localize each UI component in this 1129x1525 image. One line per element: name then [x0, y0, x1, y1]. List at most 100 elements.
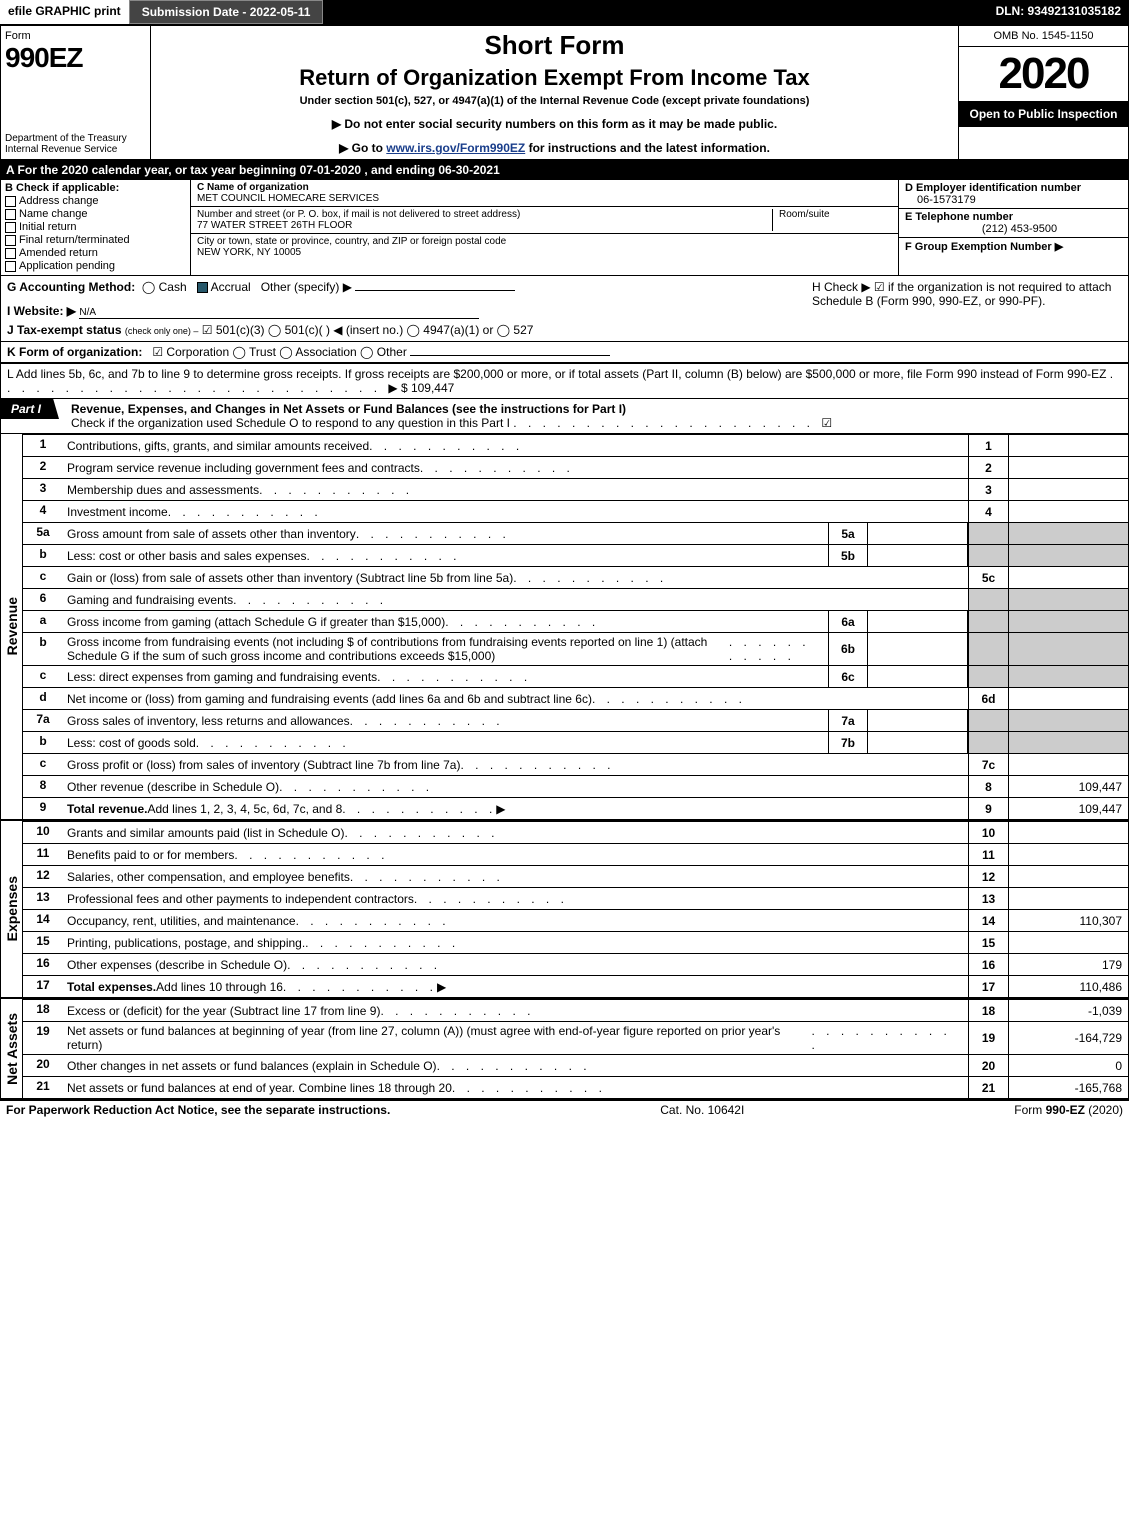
inner-line-value [868, 710, 968, 731]
inner-line-number: 6c [828, 666, 868, 687]
inner-line-number: 7a [828, 710, 868, 731]
line-number: 5a [23, 523, 63, 544]
table-row: 19Net assets or fund balances at beginni… [23, 1021, 1128, 1054]
right-line-number: 5c [968, 567, 1008, 588]
chk-amended-return[interactable]: Amended return [5, 247, 186, 259]
line-description: Less: cost of goods sold . . . . . . . .… [63, 732, 828, 753]
line-description: Less: direct expenses from gaming and fu… [63, 666, 828, 687]
table-row: 2Program service revenue including gover… [23, 456, 1128, 478]
website-value: N/A [79, 307, 479, 319]
right-line-value [1008, 435, 1128, 456]
j-sub: (check only one) ‒ [125, 326, 199, 336]
right-line-value: -164,729 [1008, 1022, 1128, 1054]
short-form-title: Short Form [159, 30, 950, 61]
line-number: b [23, 732, 63, 753]
line-number: 13 [23, 888, 63, 909]
table-row: 14Occupancy, rent, utilities, and mainte… [23, 909, 1128, 931]
inner-line-number: 6b [828, 633, 868, 665]
submission-date: Submission Date - 2022-05-11 [129, 0, 324, 24]
net-assets-section: Net Assets 18Excess or (deficit) for the… [0, 999, 1129, 1100]
l-text: L Add lines 5b, 6c, and 7b to line 9 to … [7, 367, 1106, 381]
irs-link[interactable]: www.irs.gov/Form990EZ [386, 141, 525, 155]
k-label: K Form of organization: [7, 345, 142, 359]
line-description: Gaming and fundraising events . . . . . … [63, 589, 968, 610]
inner-line-number: 7b [828, 732, 868, 753]
dept-treasury: Department of the Treasury [5, 133, 127, 144]
header-center: Short Form Return of Organization Exempt… [151, 26, 958, 159]
table-row: bLess: cost or other basis and sales exp… [23, 544, 1128, 566]
right-line-value [1008, 545, 1128, 566]
c-addr-label: Number and street (or P. O. box, if mail… [197, 209, 772, 220]
chk-application-pending[interactable]: Application pending [5, 260, 186, 272]
line-description: Total revenue. Add lines 1, 2, 3, 4, 5c,… [63, 798, 968, 819]
k-options[interactable]: ☑ Corporation ◯ Trust ◯ Association ◯ Ot… [152, 345, 406, 359]
goto-line: ▶ Go to www.irs.gov/Form990EZ for instru… [159, 141, 950, 155]
header-right: OMB No. 1545-1150 2020 Open to Public In… [958, 26, 1128, 159]
g-cash-opt[interactable]: ◯ Cash [142, 280, 187, 294]
right-line-value [1008, 523, 1128, 544]
line-number: 7a [23, 710, 63, 731]
right-line-number: 12 [968, 866, 1008, 887]
j-options[interactable]: ☑ 501(c)(3) ◯ 501(c)( ) ◀ (insert no.) ◯… [202, 323, 534, 337]
box-c: C Name of organization MET COUNCIL HOMEC… [191, 180, 898, 275]
c-city-label: City or town, state or province, country… [197, 236, 892, 247]
line-number: 9 [23, 798, 63, 819]
goto-pre: ▶ Go to [339, 141, 386, 155]
dept-label: Department of the Treasury Internal Reve… [5, 133, 146, 155]
table-row: 9Total revenue. Add lines 1, 2, 3, 4, 5c… [23, 797, 1128, 819]
line-description: Program service revenue including govern… [63, 457, 968, 478]
right-line-value [1008, 633, 1128, 665]
table-row: bLess: cost of goods sold . . . . . . . … [23, 731, 1128, 753]
right-line-number: 20 [968, 1055, 1008, 1076]
inner-line-value [868, 611, 968, 632]
right-line-number: 2 [968, 457, 1008, 478]
chk-final-return[interactable]: Final return/terminated [5, 234, 186, 246]
right-line-value [1008, 844, 1128, 865]
line-description: Other revenue (describe in Schedule O) .… [63, 776, 968, 797]
g-accrual-opt[interactable]: Accrual [197, 280, 251, 294]
chk-initial-return[interactable]: Initial return [5, 221, 186, 233]
inner-line-value [868, 633, 968, 665]
c-name-label: C Name of organization [197, 182, 892, 193]
right-line-number: 18 [968, 1000, 1008, 1021]
form-word: Form [5, 30, 146, 42]
net-assets-side-label: Net Assets [1, 999, 23, 1098]
line-description: Gross sales of inventory, less returns a… [63, 710, 828, 731]
right-line-value [1008, 710, 1128, 731]
line-description: Excess or (deficit) for the year (Subtra… [63, 1000, 968, 1021]
line-number: b [23, 633, 63, 665]
part-i-check[interactable]: ☑ [821, 416, 832, 430]
table-row: 18Excess or (deficit) for the year (Subt… [23, 999, 1128, 1021]
right-line-number: 14 [968, 910, 1008, 931]
expenses-section: Expenses 10Grants and similar amounts pa… [0, 821, 1129, 997]
line-number: d [23, 688, 63, 709]
box-b-title: B Check if applicable: [5, 182, 186, 194]
right-line-value: -1,039 [1008, 1000, 1128, 1021]
inner-line-number: 6a [828, 611, 868, 632]
efile-label[interactable]: efile GRAPHIC print [0, 0, 129, 24]
line-number: 14 [23, 910, 63, 931]
line-description: Net assets or fund balances at end of ye… [63, 1077, 968, 1098]
right-line-number [968, 611, 1008, 632]
box-d: D Employer identification number 06-1573… [898, 180, 1128, 275]
line-description: Occupancy, rent, utilities, and maintena… [63, 910, 968, 931]
right-line-number: 15 [968, 932, 1008, 953]
chk-address-change[interactable]: Address change [5, 195, 186, 207]
line-number: 20 [23, 1055, 63, 1076]
part-i-header: Part I Revenue, Expenses, and Changes in… [0, 398, 1129, 434]
line-description: Gross profit or (loss) from sales of inv… [63, 754, 968, 775]
chk-name-change[interactable]: Name change [5, 208, 186, 220]
right-line-number: 11 [968, 844, 1008, 865]
right-line-value: 110,307 [1008, 910, 1128, 931]
right-line-value: -165,768 [1008, 1077, 1128, 1098]
omb-number: OMB No. 1545-1150 [959, 26, 1128, 47]
right-line-value [1008, 822, 1128, 843]
g-other-opt[interactable]: Other (specify) ▶ [261, 280, 352, 294]
phone-value: (212) 453-9500 [905, 223, 1122, 235]
line-description: Salaries, other compensation, and employ… [63, 866, 968, 887]
line-description: Professional fees and other payments to … [63, 888, 968, 909]
line-description: Other changes in net assets or fund bala… [63, 1055, 968, 1076]
line-description: Net income or (loss) from gaming and fun… [63, 688, 968, 709]
line-description: Gross income from fundraising events (no… [63, 633, 828, 665]
footer-left: For Paperwork Reduction Act Notice, see … [6, 1103, 390, 1117]
